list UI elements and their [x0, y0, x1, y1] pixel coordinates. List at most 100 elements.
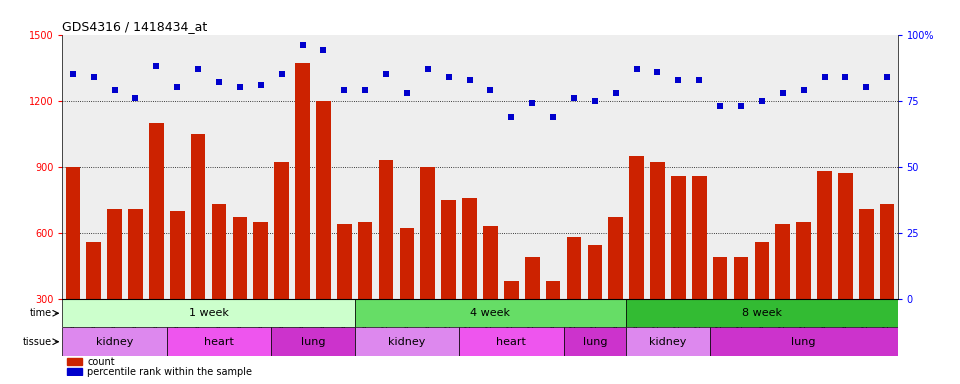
- Point: [712, 103, 728, 109]
- Bar: [170, 211, 184, 299]
- Bar: [316, 101, 330, 299]
- Point: [691, 76, 707, 83]
- Point: [107, 87, 122, 93]
- Bar: [671, 175, 685, 299]
- Bar: [442, 200, 456, 299]
- Point: [755, 98, 770, 104]
- Point: [588, 98, 603, 104]
- Bar: [62, 299, 355, 328]
- Text: GDS4316 / 1418434_at: GDS4316 / 1418434_at: [62, 20, 207, 33]
- Bar: [692, 175, 707, 299]
- Bar: [546, 281, 561, 299]
- Bar: [62, 328, 167, 356]
- Bar: [275, 162, 289, 299]
- Bar: [129, 209, 143, 299]
- Bar: [167, 328, 272, 356]
- Point: [796, 87, 811, 93]
- Bar: [650, 162, 664, 299]
- Point: [817, 74, 832, 80]
- Point: [211, 79, 227, 85]
- Bar: [588, 245, 602, 299]
- Text: heart: heart: [496, 337, 526, 347]
- Point: [316, 47, 331, 53]
- Point: [65, 71, 81, 77]
- Bar: [776, 224, 790, 299]
- Point: [441, 74, 456, 80]
- Point: [650, 68, 665, 74]
- Bar: [253, 222, 268, 299]
- Bar: [626, 328, 709, 356]
- Point: [483, 87, 498, 93]
- Bar: [212, 204, 227, 299]
- Text: kidney: kidney: [649, 337, 686, 347]
- Bar: [66, 368, 82, 375]
- Point: [420, 66, 436, 72]
- Point: [357, 87, 372, 93]
- Bar: [379, 160, 394, 299]
- Point: [190, 66, 205, 72]
- Bar: [86, 242, 101, 299]
- Text: time: time: [31, 308, 53, 318]
- Bar: [483, 226, 497, 299]
- Bar: [817, 171, 831, 299]
- Bar: [525, 257, 540, 299]
- Bar: [232, 217, 247, 299]
- Text: percentile rank within the sample: percentile rank within the sample: [87, 367, 252, 377]
- Point: [378, 71, 394, 77]
- Text: 1 week: 1 week: [188, 308, 228, 318]
- Bar: [191, 134, 205, 299]
- Point: [149, 63, 164, 70]
- Point: [608, 90, 623, 96]
- Point: [295, 42, 310, 48]
- Point: [733, 103, 749, 109]
- Bar: [859, 209, 874, 299]
- Bar: [709, 328, 898, 356]
- Text: count: count: [87, 357, 115, 367]
- Bar: [733, 257, 748, 299]
- Bar: [463, 198, 477, 299]
- Bar: [420, 167, 435, 299]
- Bar: [296, 63, 310, 299]
- Point: [128, 95, 143, 101]
- Point: [86, 74, 102, 80]
- Point: [504, 113, 519, 119]
- Text: 8 week: 8 week: [742, 308, 781, 318]
- Point: [566, 95, 582, 101]
- Point: [524, 100, 540, 106]
- Point: [399, 90, 415, 96]
- Bar: [564, 328, 626, 356]
- Text: 4 week: 4 week: [470, 308, 511, 318]
- Bar: [65, 167, 80, 299]
- Bar: [630, 156, 644, 299]
- Text: tissue: tissue: [23, 337, 53, 347]
- Point: [858, 84, 874, 91]
- Text: kidney: kidney: [96, 337, 133, 347]
- Bar: [337, 224, 351, 299]
- Bar: [149, 123, 163, 299]
- Bar: [626, 299, 898, 328]
- Bar: [797, 222, 811, 299]
- Bar: [66, 358, 82, 365]
- Text: heart: heart: [204, 337, 234, 347]
- Bar: [609, 217, 623, 299]
- Bar: [504, 281, 518, 299]
- Point: [838, 74, 853, 80]
- Point: [671, 76, 686, 83]
- Point: [232, 84, 248, 91]
- Text: lung: lung: [583, 337, 607, 347]
- Bar: [355, 328, 459, 356]
- Point: [462, 76, 477, 83]
- Bar: [880, 204, 895, 299]
- Bar: [108, 209, 122, 299]
- Bar: [838, 174, 852, 299]
- Point: [170, 84, 185, 91]
- Point: [879, 74, 895, 80]
- Point: [775, 90, 790, 96]
- Point: [545, 113, 561, 119]
- Point: [253, 82, 269, 88]
- Bar: [399, 228, 414, 299]
- Text: kidney: kidney: [388, 337, 425, 347]
- Bar: [713, 257, 728, 299]
- Bar: [272, 328, 355, 356]
- Bar: [566, 237, 581, 299]
